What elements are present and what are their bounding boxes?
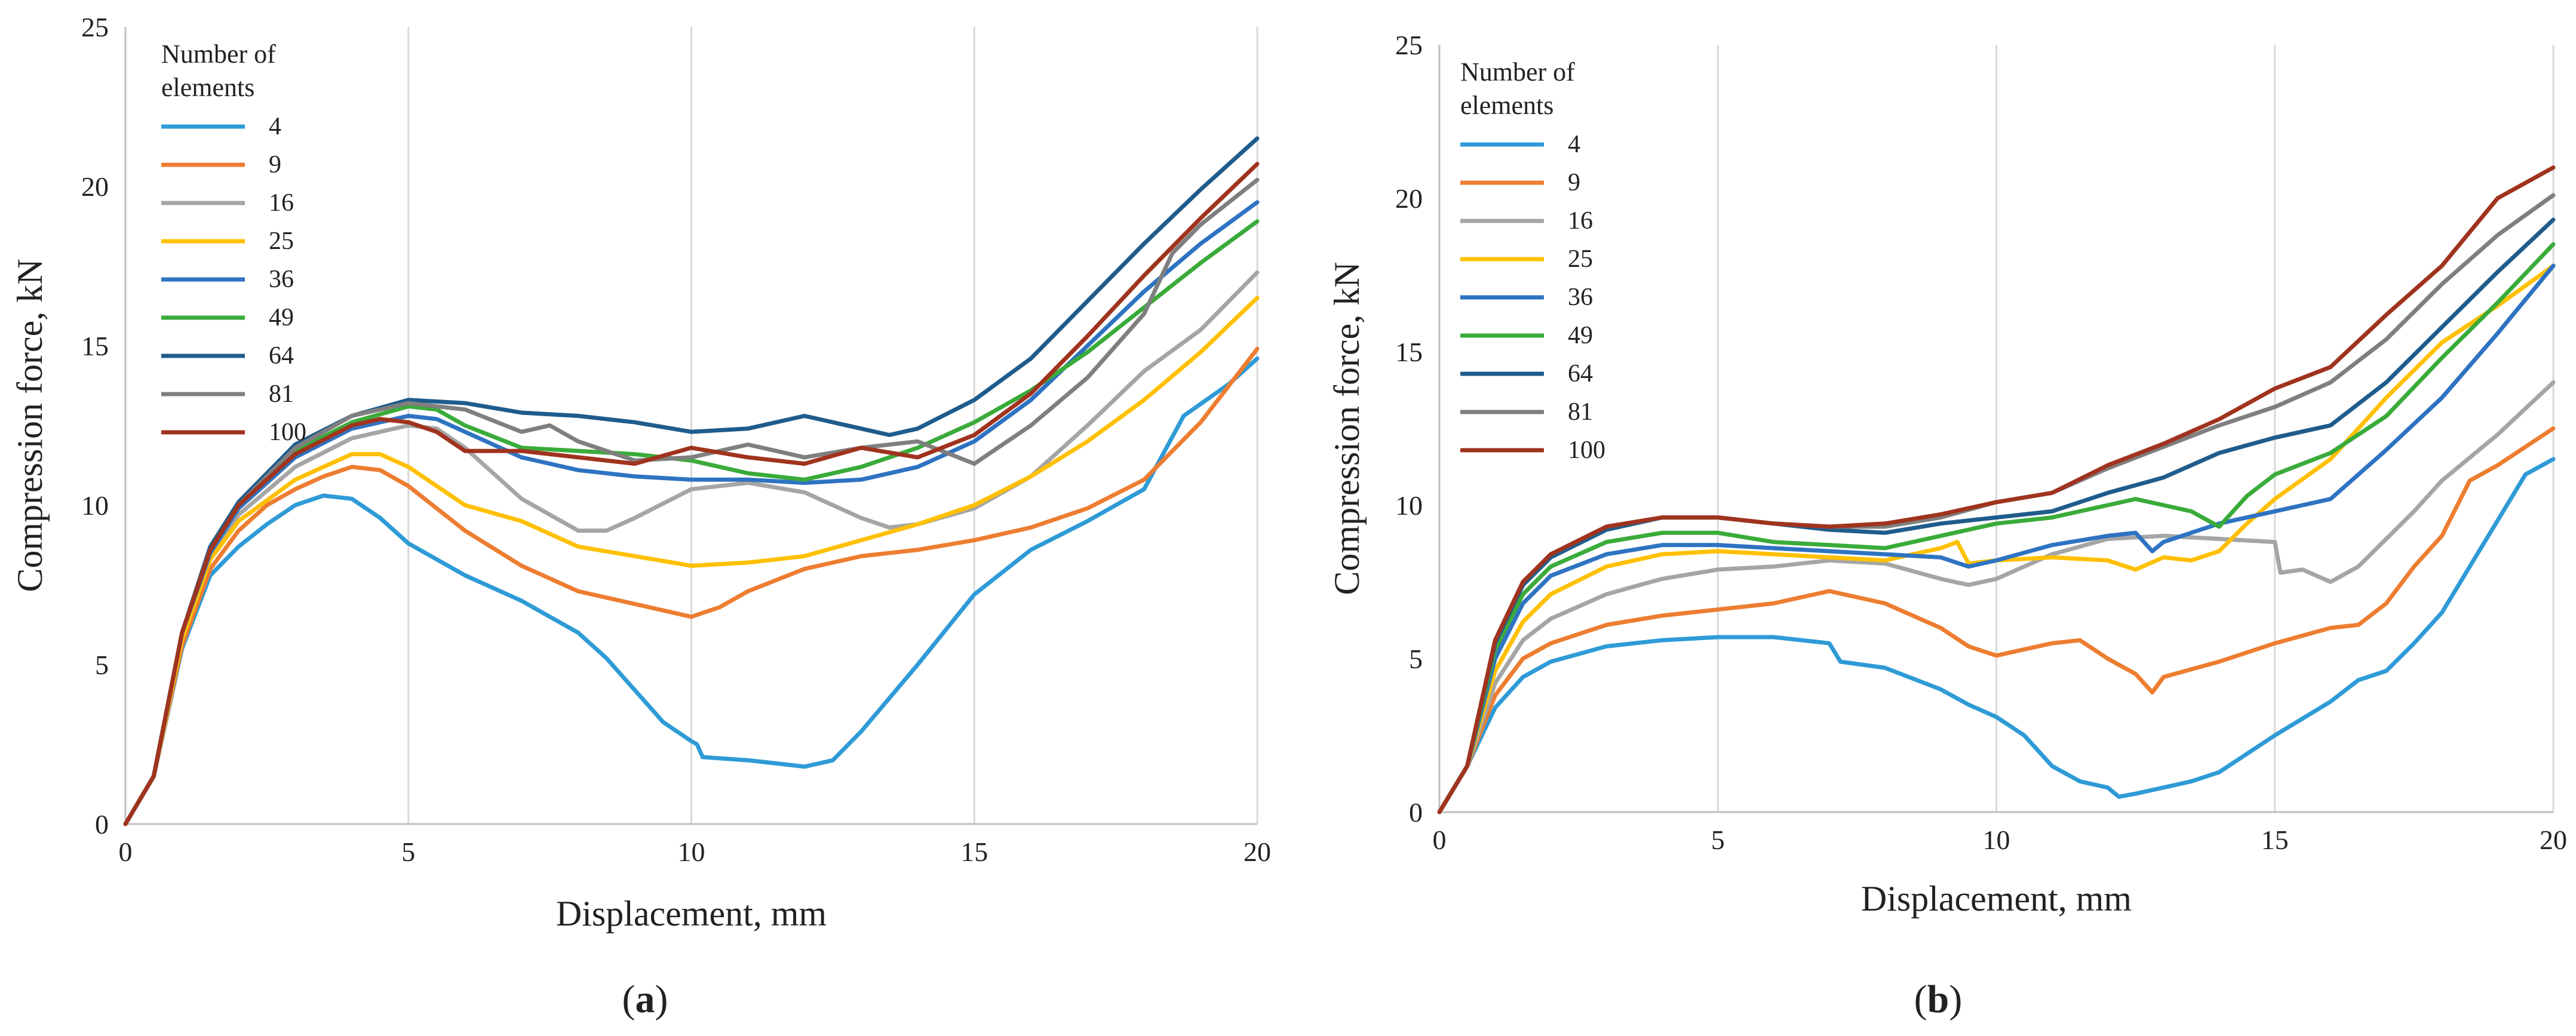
legend-label-49: 49 [1568,322,1593,349]
legend-title-line1: Number of [161,39,276,69]
x-tick-label: 0 [119,837,133,867]
chart-panel-b: 0 5 10 15 20 0 5 10 15 20 25 Displacement, mm Compre… [1327,30,2567,1021]
legend-label-64: 64 [269,342,294,370]
series-line-4 [1437,457,2556,814]
y-tick-label: 10 [81,490,109,521]
legend-label-49: 49 [269,304,294,331]
legend-label-16: 16 [1568,207,1593,235]
panel-caption: (b) [1914,977,1963,1021]
legend-label-100: 100 [269,419,306,446]
legend-label-64: 64 [1568,360,1593,388]
legend-label-36: 36 [269,266,294,293]
x-tick-label: 10 [1983,825,2010,855]
legend-label-4: 4 [1568,131,1580,158]
series-line-36 [1437,263,2556,814]
x-tick-label: 15 [2261,825,2289,855]
x-tick-label: 5 [1711,825,1725,855]
y-tick-label: 20 [1395,183,1423,214]
legend-title-line2: elements [1460,91,1553,120]
y-tick-label: 0 [1409,797,1423,828]
legend-label-9: 9 [1568,169,1580,196]
y-tick-label: 0 [95,809,109,840]
series-line-25 [123,296,1260,826]
panel-caption: (a) [622,977,668,1021]
legend-label-36: 36 [1568,284,1593,311]
series-line-4 [123,356,1260,826]
y-tick-label: 25 [81,12,109,42]
x-tick-label: 15 [960,837,988,867]
y-axis-label: Compression force, kN [10,259,50,592]
y-tick-label: 5 [95,650,109,680]
chart-panel-a: 0 5 10 15 20 0 5 10 15 20 25 Displacement, mm Compre… [10,12,1271,1021]
series-line-9 [1437,426,2556,814]
y-axis-label: Compression force, kN [1327,262,1367,595]
legend-label-100: 100 [1568,436,1605,464]
series-line-100 [1437,165,2556,814]
y-tick-label: 25 [1395,30,1423,60]
y-tick-label: 15 [1395,337,1423,367]
legend-title-line2: elements [161,73,254,102]
series-line-9 [123,346,1260,826]
series-line-49 [1437,242,2556,814]
y-tick-label: 5 [1409,644,1423,674]
legend-label-25: 25 [1568,245,1593,273]
x-tick-label: 20 [2540,825,2567,855]
series-line-64 [1437,217,2556,814]
legend-label-16: 16 [269,189,294,217]
x-tick-label: 20 [1244,837,1271,867]
legend-label-9: 9 [269,151,281,179]
y-tick-label: 10 [1395,490,1423,521]
series-line-100 [123,162,1260,826]
x-axis-label: Displacement, mm [1861,879,2132,918]
series-line-16 [1437,380,2556,814]
legend-label-4: 4 [269,113,281,140]
y-tick-label: 15 [81,331,109,361]
x-tick-label: 5 [401,837,415,867]
legend-label-81: 81 [269,380,294,408]
x-tick-label: 10 [678,837,705,867]
x-axis-label: Displacement, mm [556,894,827,933]
y-tick-label: 20 [81,171,109,202]
legend-label-81: 81 [1568,398,1593,426]
x-tick-label: 0 [1433,825,1447,855]
legend-title-line1: Number of [1460,57,1575,87]
legend-label-25: 25 [269,228,294,255]
